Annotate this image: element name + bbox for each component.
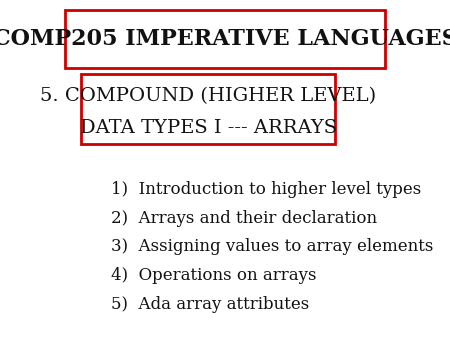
Bar	[65, 10, 385, 68]
Text: 3)  Assigning values to array elements: 3) Assigning values to array elements	[112, 238, 434, 255]
Text: 2)  Arrays and their declaration: 2) Arrays and their declaration	[112, 210, 378, 226]
Text: 5)  Ada array attributes: 5) Ada array attributes	[112, 296, 310, 313]
Text: COMP205 IMPERATIVE LANGUAGES: COMP205 IMPERATIVE LANGUAGES	[0, 28, 450, 50]
Text: DATA TYPES I --- ARRAYS: DATA TYPES I --- ARRAYS	[80, 119, 337, 138]
Text: 5. COMPOUND (HIGHER LEVEL): 5. COMPOUND (HIGHER LEVEL)	[40, 87, 376, 105]
Text: 4)  Operations on arrays: 4) Operations on arrays	[112, 267, 317, 284]
Bar	[81, 74, 335, 144]
Text: 1)  Introduction to higher level types: 1) Introduction to higher level types	[112, 181, 422, 198]
